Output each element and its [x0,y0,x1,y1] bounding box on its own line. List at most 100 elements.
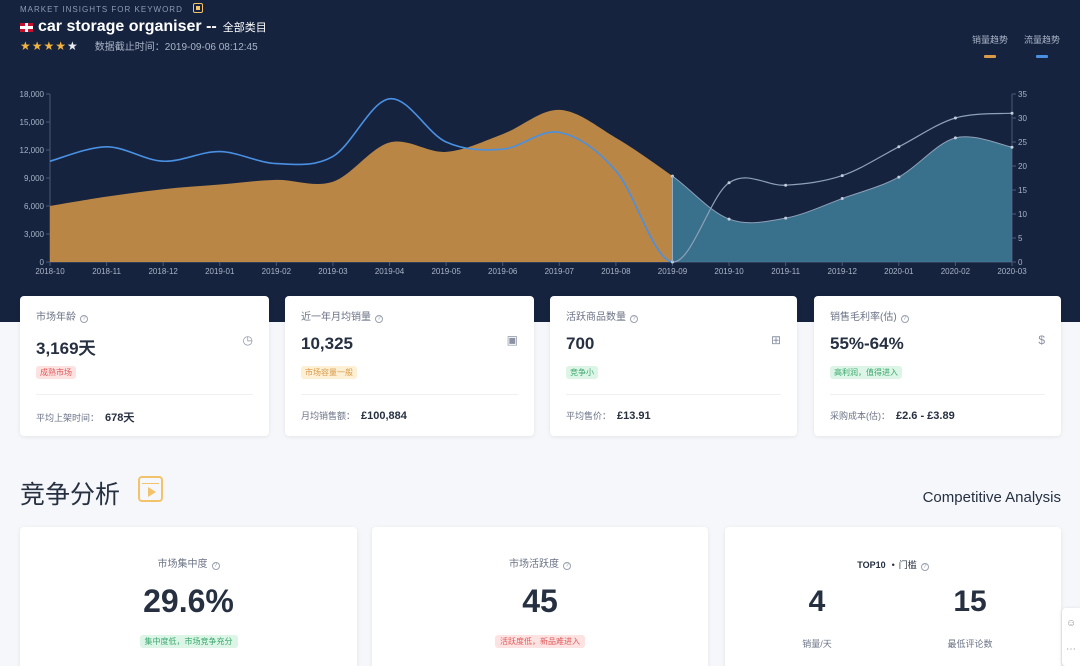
x-axis-tick-label: 2019-08 [601,267,631,276]
eyebrow-label: MARKET INSIGHTS FOR KEYWORD [20,3,203,14]
stat-footer-value: £2.6 - £3.89 [896,410,955,422]
market-overview-panel: MARKET INSIGHTS FOR KEYWORD car storage … [0,0,1080,322]
x-axis-tick-label: 2020-02 [941,267,971,276]
title-row: car storage organiser -- 全部类目 [20,18,267,36]
status-badge: 竞争小 [566,366,598,379]
help-icon[interactable]: ? [630,315,638,323]
right-axis-tick-label: 15 [1018,186,1027,195]
x-axis-tick-label: 2018-10 [35,267,65,276]
floating-assistant-button[interactable]: ☺ ⋯ [1062,608,1080,666]
daily-sales-value: 4 [808,585,826,618]
stat-label-text: 市场年龄 [36,312,76,323]
x-axis-tick-label: 2019-04 [375,267,405,276]
x-axis-tick-label: 2019-07 [545,267,575,276]
legend-sales[interactable]: 销量趋势 [972,33,1008,58]
legend-traffic-swatch [1036,55,1048,58]
stat-footer-label: 月均销售额： [301,411,356,421]
min-reviews-value: 15 [953,585,987,618]
help-icon[interactable]: ? [563,562,571,570]
stat-card-monthly-sales: 近一年月均销量? ▣ 10,325 市场容量一般 月均销售额： £100,884 [285,296,534,436]
traffic-point [840,174,844,178]
left-axis-tick-label: 0 [40,258,45,267]
divider [301,394,518,395]
left-axis-tick-label: 6,000 [24,202,45,211]
traffic-point [784,183,788,187]
x-axis-tick-label: 2019-02 [262,267,292,276]
legend-traffic[interactable]: 流量趋势 [1024,33,1060,58]
sales-point [840,197,844,201]
top10-threshold-card: TOP10 • 门槛? 4 销量/天 15 最低评论数 [725,527,1061,666]
left-axis-tick-label: 3,000 [24,230,45,239]
clock-icon: ◷ [242,333,253,347]
legend-sales-swatch [984,55,996,58]
help-icon[interactable]: ? [900,315,909,323]
stat-footer: 月均销售额： £100,884 [301,409,407,422]
x-axis-tick-label: 2019-10 [714,267,744,276]
stars-filled: ★★★★ [20,38,68,53]
right-axis-tick-label: 20 [1018,162,1027,171]
daily-sales-label: 销量/天 [802,639,832,649]
legend-sales-label: 销量趋势 [972,35,1009,45]
right-axis-tick-label: 0 [1018,258,1023,267]
status-badge: 活跃度低，新品难进入 [495,635,585,648]
x-axis-tick-label: 2019-05 [431,267,461,276]
traffic-point [727,181,731,185]
left-axis-tick-label: 9,000 [24,174,45,183]
calendar-icon: ▣ [506,333,518,347]
dollar-icon: $ [1038,333,1045,347]
status-badge: 集中度低，市场竞争充分 [139,635,238,648]
stat-footer-label: 平均售价： [566,411,612,421]
comp-label-text: 市场活跃度 [509,559,559,570]
left-axis-tick-label: 15,000 [20,118,45,127]
x-axis-tick-label: 2019-11 [771,267,800,276]
x-axis-tick-label: 2019-09 [658,267,688,276]
stat-footer-label: 平均上架时间： [36,413,100,423]
stat-value: 700 [566,334,595,353]
stat-value: 3,169天 [36,339,96,358]
x-axis-tick-label: 2018-12 [148,267,178,276]
data-timestamp: 数据截止时间：2019-09-06 08:12:45 [94,42,258,53]
section-title-en: Competitive Analysis [922,489,1061,506]
bookmark-icon[interactable] [192,3,203,13]
stat-card-active-products: 活跃商品数量? ⊞ 700 竞争小 平均售价： £13.91 [550,296,797,436]
stat-footer-value: £100,884 [361,410,407,422]
share-icon: ⋯ [1066,644,1076,655]
traffic-line-history [49,97,673,263]
market-activity-card: 市场活跃度? 45 活跃度低，新品难进入 [372,527,708,666]
assistant-icon: ☺ [1066,618,1077,629]
legend-traffic-label: 流量趋势 [1024,35,1061,45]
sales-area-history [50,109,673,262]
traffic-point [897,145,901,149]
x-axis-tick-label: 2019-12 [828,267,858,276]
top10-prefix: TOP10 [857,560,886,570]
star-rating: ★★★★★ [20,39,79,53]
sales-point [1010,145,1014,149]
sales-point [727,217,731,221]
stat-footer: 采购成本(估)： £2.6 - £3.89 [830,409,955,422]
stat-label: 活跃商品数量? [566,308,638,323]
x-axis-tick-label: 2019-01 [205,267,235,276]
stat-footer-value: 678天 [105,412,135,424]
uk-flag-icon [20,22,33,32]
sales-point [953,136,957,140]
stat-value: 55%-64% [830,334,904,353]
stat-label: 近一年月均销量? [301,308,383,323]
x-axis-tick-label: 2019-03 [318,267,348,276]
divider [830,394,1045,395]
stat-label: 销售毛利率(估)? [830,308,909,323]
video-play-icon[interactable] [138,476,163,502]
status-badge: 成熟市场 [36,366,76,379]
min-reviews-label: 最低评论数 [947,639,993,649]
stat-footer-label: 采购成本(估)： [830,411,890,421]
category-label: 全部类目 [222,22,267,34]
help-icon[interactable]: ? [375,315,383,323]
help-icon[interactable]: ? [211,562,220,570]
stat-value: 10,325 [301,334,353,353]
stat-card-market-age: 市场年龄? ◷ 3,169天 成熟市场 平均上架时间： 678天 [20,296,269,436]
divider [36,394,253,395]
help-icon[interactable]: ? [80,315,88,323]
top10-header: TOP10 • 门槛? [725,558,1061,571]
comp-value: 29.6% [143,583,234,619]
rating-row: ★★★★★ 数据截止时间：2019-09-06 08:12:45 [20,38,258,54]
help-icon[interactable]: ? [920,563,929,571]
